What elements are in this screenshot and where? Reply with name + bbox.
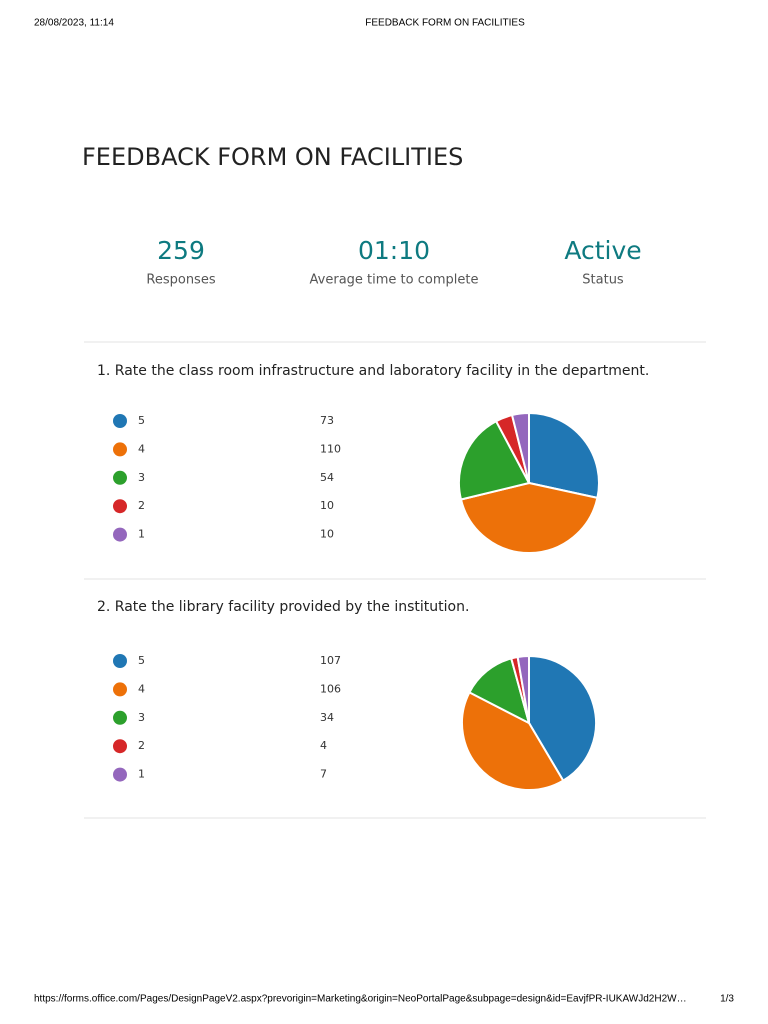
print-date: 28/08/2023, 11:14 (34, 18, 114, 29)
print-page: 1/3 (720, 994, 734, 1005)
legend-value: 7 (320, 768, 327, 781)
legend-swatch (113, 442, 127, 457)
question-title: 1. Rate the class room infrastructure an… (97, 363, 649, 379)
stat-label: Status (582, 273, 624, 288)
legend-swatch (113, 527, 127, 542)
pie-slice (461, 691, 565, 791)
stat-label: Responses (146, 273, 215, 288)
legend-swatch (113, 470, 127, 485)
form-title: FEEDBACK FORM ON FACILITIES (82, 143, 463, 171)
print-title: FEEDBACK FORM ON FACILITIES (365, 18, 525, 29)
legend-label: 2 (138, 739, 145, 752)
legend-value: 54 (320, 471, 334, 484)
pie-slice (510, 411, 530, 484)
legend-value: 73 (320, 414, 334, 427)
legend-swatch (113, 414, 127, 428)
question-title: 2. Rate the library facility provided by… (97, 599, 469, 615)
legend-value: 34 (320, 711, 334, 724)
pie-slice (516, 654, 530, 724)
print-url: https://forms.office.com/Pages/DesignPag… (34, 994, 687, 1005)
legend-label: 1 (138, 528, 145, 541)
legend-swatch (113, 682, 127, 697)
legend-value: 10 (320, 528, 334, 541)
legend-label: 1 (138, 768, 145, 781)
stat-value: Active (564, 236, 641, 265)
pie-slice (528, 411, 600, 500)
legend-swatch (113, 767, 127, 782)
legend-label: 4 (138, 442, 145, 455)
legend-label: 5 (138, 654, 145, 667)
legend-label: 4 (138, 682, 145, 695)
legend-label: 5 (138, 414, 145, 427)
pie-slice (459, 481, 599, 554)
legend-value: 106 (320, 682, 341, 695)
legend-value: 10 (320, 499, 334, 512)
legend-label: 2 (138, 499, 145, 512)
stat-value: 01:10 (358, 236, 430, 265)
legend-swatch (113, 499, 127, 514)
legend-label: 3 (138, 471, 145, 484)
legend-value: 4 (320, 739, 327, 752)
stat-value: 259 (157, 236, 205, 265)
legend-swatch (113, 739, 127, 754)
pie-slice (468, 657, 531, 725)
legend-value: 107 (320, 654, 341, 667)
legend-label: 3 (138, 711, 145, 724)
legend-swatch (113, 654, 127, 668)
stat-label: Average time to complete (310, 273, 479, 288)
legend-swatch (113, 710, 127, 725)
pie-slice (458, 419, 531, 501)
legend-value: 110 (320, 442, 341, 455)
